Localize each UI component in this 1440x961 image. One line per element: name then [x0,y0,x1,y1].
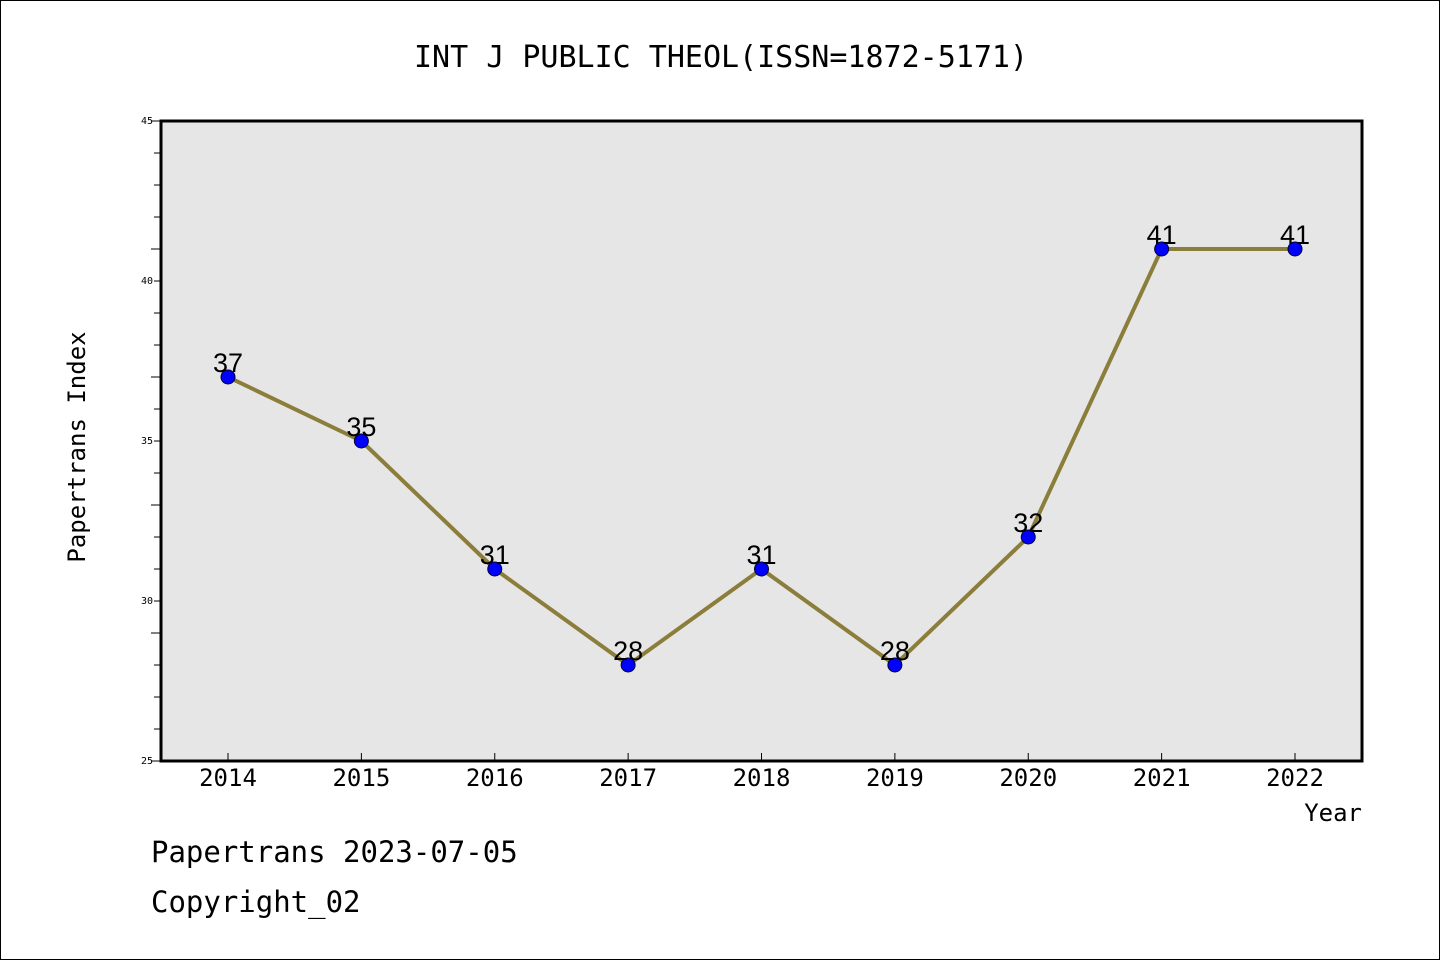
plot-area [159,119,1364,763]
data-point-label: 32 [1013,508,1043,538]
y-tick-label: 30 [141,596,153,607]
data-point-marker [487,561,503,577]
data-point-marker [353,433,369,449]
x-tick-label: 2014 [199,764,257,792]
series-markers [220,241,1303,673]
data-point-label: 28 [880,636,910,666]
x-tick-label: 2015 [332,764,390,792]
y-tick-label: 40 [141,276,153,287]
data-point-label: 28 [613,636,643,666]
y-axis-tick-labels: 25 30 35 40 45 [141,116,153,767]
y-axis-ticks [151,120,161,762]
data-point-marker [887,657,903,673]
data-point-label: 31 [746,540,776,570]
data-point-marker [754,561,769,577]
x-tick-label: 2019 [866,764,924,792]
data-labels: 37 35 31 28 31 28 32 41 41 [213,220,1310,666]
x-tick-label: 2018 [733,764,791,792]
chart-title: INT J PUBLIC THEOL(ISSN=1872-5171) [414,40,1028,75]
x-axis-ticks [227,753,1296,761]
y-tick-label: 45 [141,116,153,127]
x-tick-label: 2016 [466,764,524,792]
data-point-marker [1287,241,1303,257]
footer-date-text: Papertrans 2023-07-05 [151,835,518,869]
footer-copyright-text: Copyright_02 [151,885,361,919]
x-axis-tick-labels: 2014 2015 2016 2017 2018 2019 2020 2021 2022 [199,764,1324,792]
data-point-label: 37 [213,348,243,378]
x-tick-label: 2021 [1133,764,1191,792]
data-point-label: 31 [480,540,510,570]
data-point-marker [1020,529,1036,545]
x-tick-label: 2022 [1266,764,1324,792]
y-tick-label: 35 [141,436,153,447]
data-point-marker [1154,241,1170,257]
x-tick-label: 2020 [999,764,1057,792]
data-point-label: 41 [1280,220,1310,250]
data-point-label: 41 [1147,220,1177,250]
data-point-label: 35 [346,412,376,442]
data-point-marker [620,657,636,673]
data-point-marker [220,369,236,385]
x-tick-label: 2017 [599,764,657,792]
y-axis-label: Papertrans Index [63,331,91,562]
x-axis-label: Year [1304,799,1362,827]
y-tick-label: 25 [141,756,153,767]
